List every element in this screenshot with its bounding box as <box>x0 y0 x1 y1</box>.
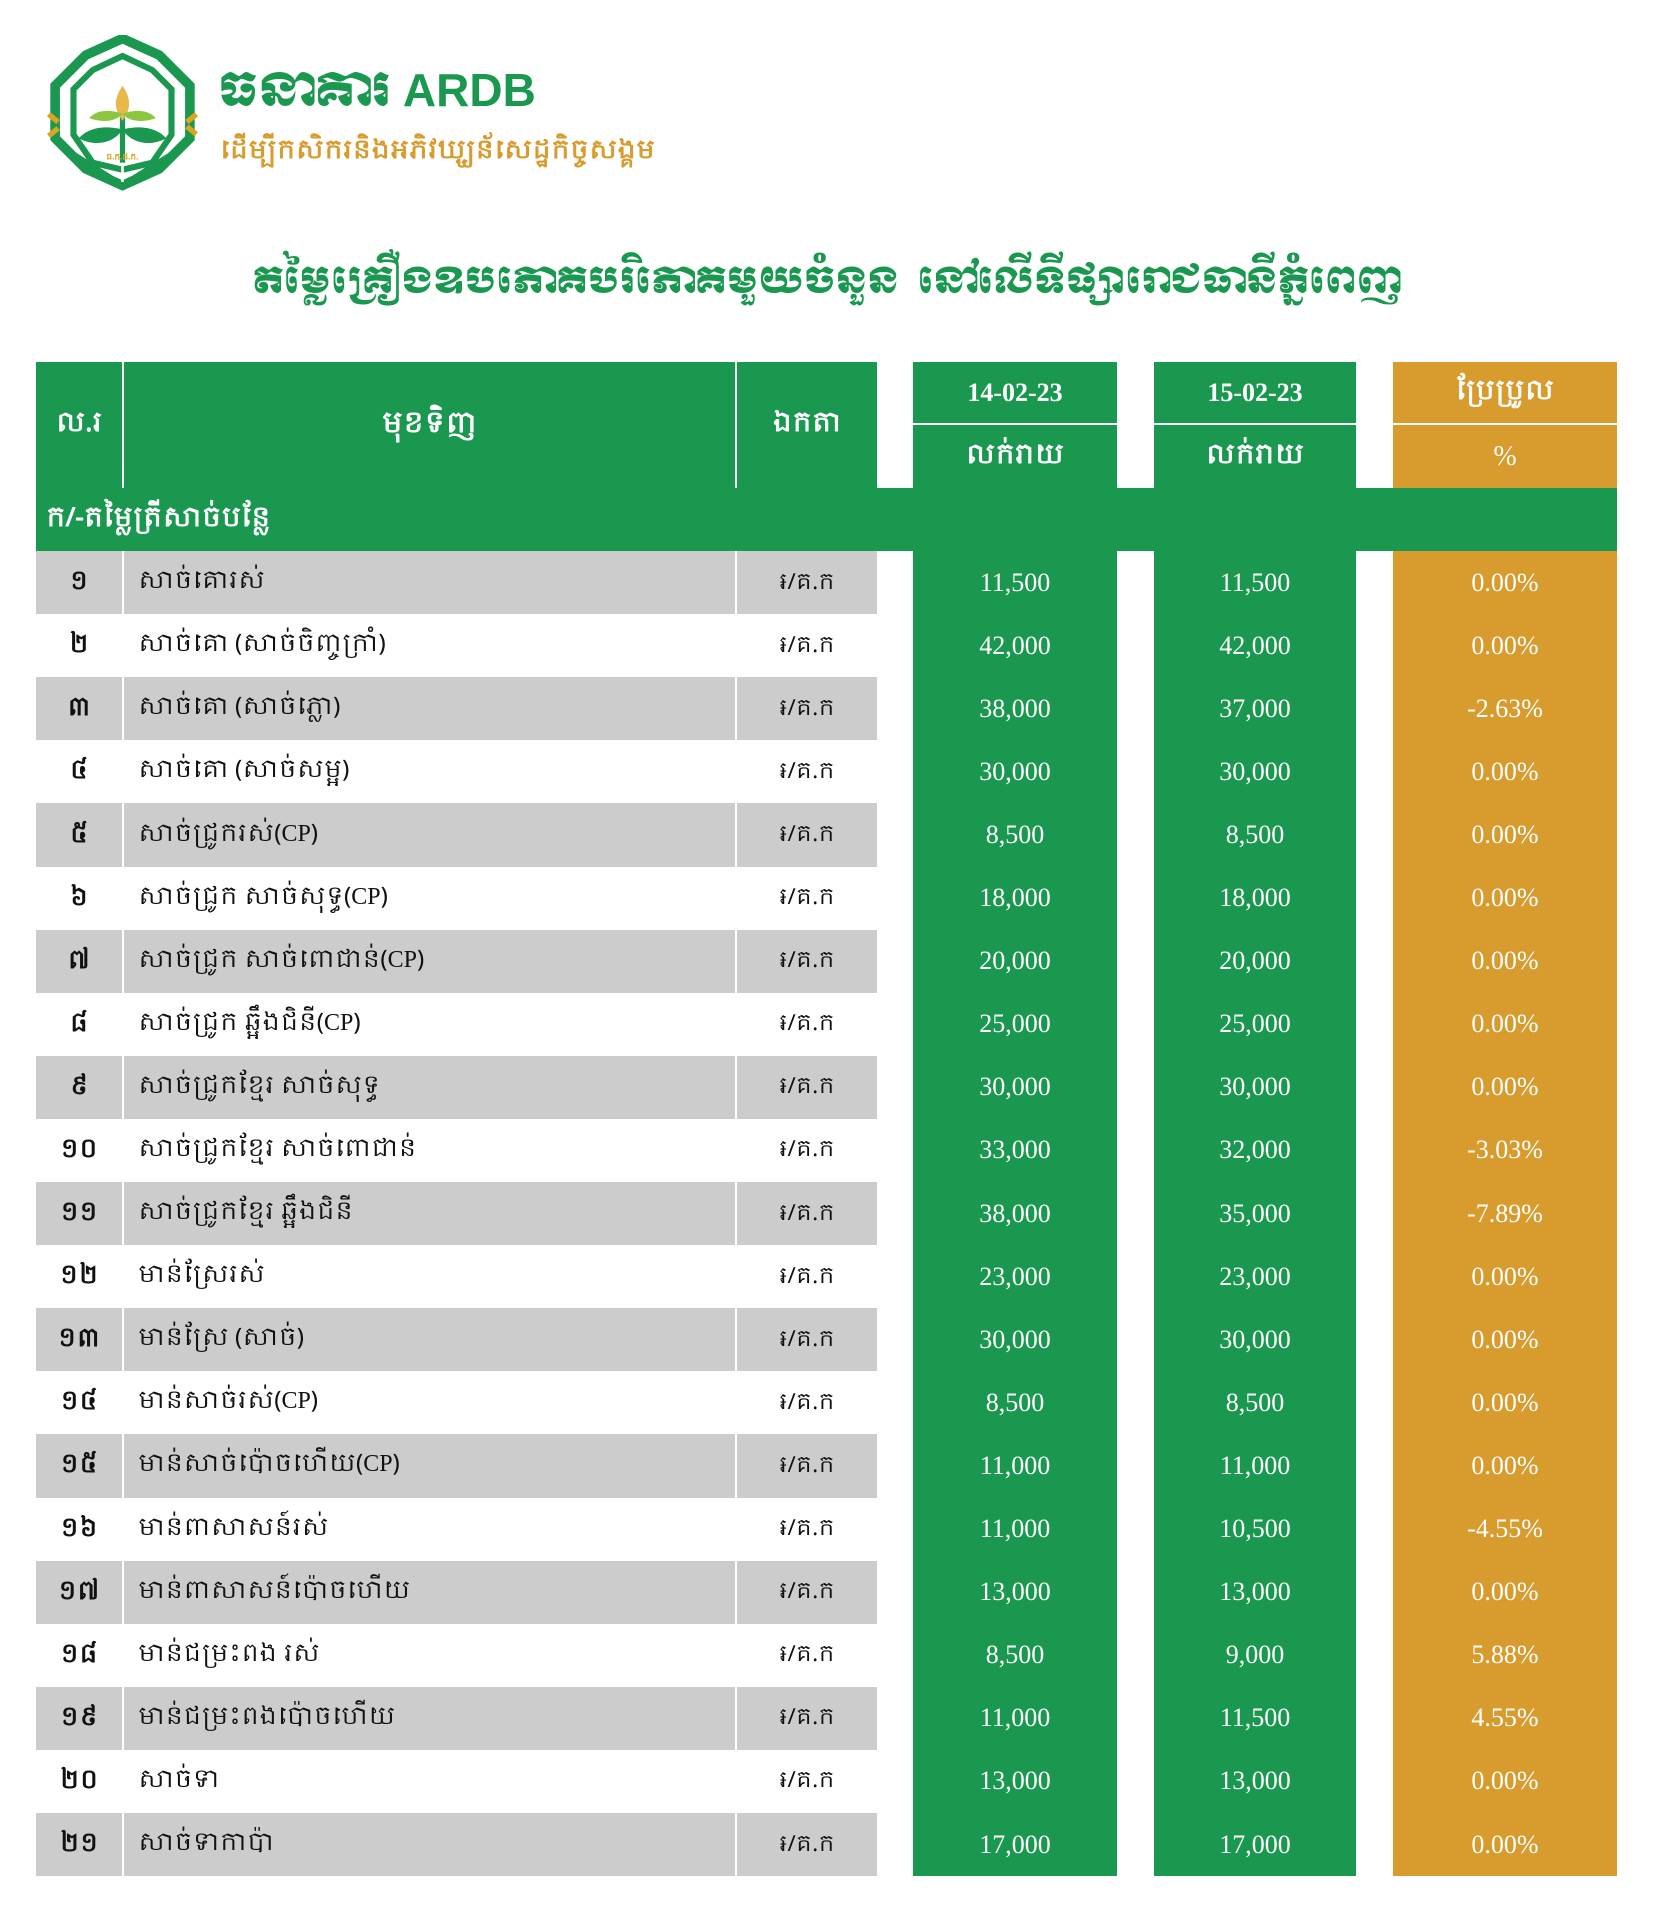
svg-text:ធ.ក.ដ.ក.: ធ.ក.ដ.ក. <box>107 151 139 161</box>
